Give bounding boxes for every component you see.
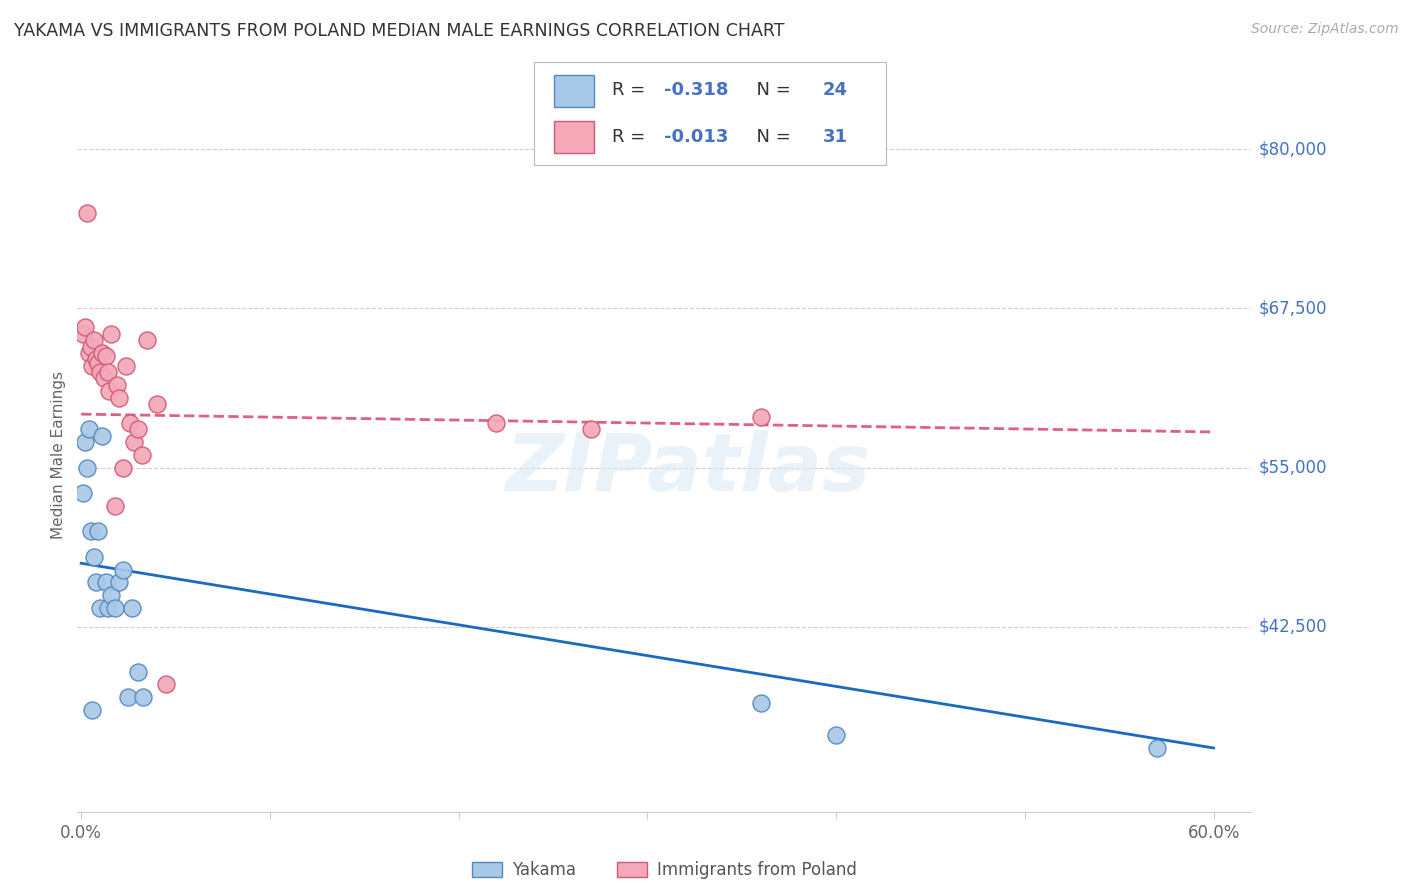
Point	[111, 460, 134, 475]
Text: $67,500: $67,500	[1258, 300, 1327, 318]
Point	[76, 460, 98, 475]
Text: R =: R =	[612, 81, 651, 99]
Point	[136, 333, 159, 347]
Point	[117, 690, 139, 704]
Text: 31: 31	[823, 128, 848, 146]
Point	[105, 377, 128, 392]
Point	[96, 365, 118, 379]
Point	[155, 677, 177, 691]
Text: N =: N =	[745, 128, 797, 146]
Point	[96, 600, 118, 615]
Point	[825, 728, 848, 742]
Point	[87, 356, 110, 370]
Point	[94, 349, 117, 363]
Point	[72, 326, 94, 341]
Point	[100, 588, 122, 602]
Point	[89, 600, 111, 615]
Point	[115, 359, 138, 373]
Point	[87, 524, 110, 539]
Point	[77, 422, 100, 436]
Point	[120, 416, 142, 430]
Point	[82, 359, 104, 373]
Point	[84, 352, 107, 367]
Point	[73, 435, 96, 450]
Point	[108, 575, 131, 590]
Point	[90, 429, 112, 443]
Point	[82, 703, 104, 717]
Point	[127, 422, 149, 436]
Point	[749, 697, 772, 711]
Point	[127, 665, 149, 679]
Point	[111, 563, 134, 577]
Point	[122, 435, 145, 450]
Point	[100, 326, 122, 341]
Point	[79, 524, 101, 539]
Point	[84, 575, 107, 590]
Point	[104, 600, 127, 615]
Text: $42,500: $42,500	[1258, 618, 1327, 636]
Point	[108, 391, 131, 405]
Point	[79, 340, 101, 354]
Point	[90, 346, 112, 360]
Legend: Yakama, Immigrants from Poland: Yakama, Immigrants from Poland	[465, 855, 863, 886]
Text: N =: N =	[745, 81, 797, 99]
Text: Source: ZipAtlas.com: Source: ZipAtlas.com	[1251, 22, 1399, 37]
Y-axis label: Median Male Earnings: Median Male Earnings	[51, 371, 66, 539]
Point	[93, 371, 115, 385]
Point	[749, 409, 772, 424]
Text: YAKAMA VS IMMIGRANTS FROM POLAND MEDIAN MALE EARNINGS CORRELATION CHART: YAKAMA VS IMMIGRANTS FROM POLAND MEDIAN …	[14, 22, 785, 40]
Point	[1146, 741, 1168, 756]
Point	[77, 346, 100, 360]
Point	[73, 320, 96, 334]
Point	[98, 384, 121, 399]
Point	[94, 575, 117, 590]
Point	[121, 600, 143, 615]
Bar	[554, 121, 593, 153]
Point	[89, 365, 111, 379]
Point	[579, 422, 602, 436]
Point	[104, 499, 127, 513]
Point	[485, 416, 508, 430]
Text: $80,000: $80,000	[1258, 140, 1327, 158]
Text: -0.013: -0.013	[665, 128, 728, 146]
Point	[83, 333, 105, 347]
Text: $55,000: $55,000	[1258, 458, 1327, 476]
Bar	[554, 75, 593, 106]
Point	[131, 448, 153, 462]
Point	[72, 486, 94, 500]
Point	[145, 397, 167, 411]
Text: 24: 24	[823, 81, 848, 99]
Text: ZIPatlas: ZIPatlas	[505, 430, 870, 508]
Text: R =: R =	[612, 128, 651, 146]
Point	[76, 206, 98, 220]
Point	[83, 549, 105, 564]
Point	[132, 690, 155, 704]
Text: -0.318: -0.318	[665, 81, 728, 99]
